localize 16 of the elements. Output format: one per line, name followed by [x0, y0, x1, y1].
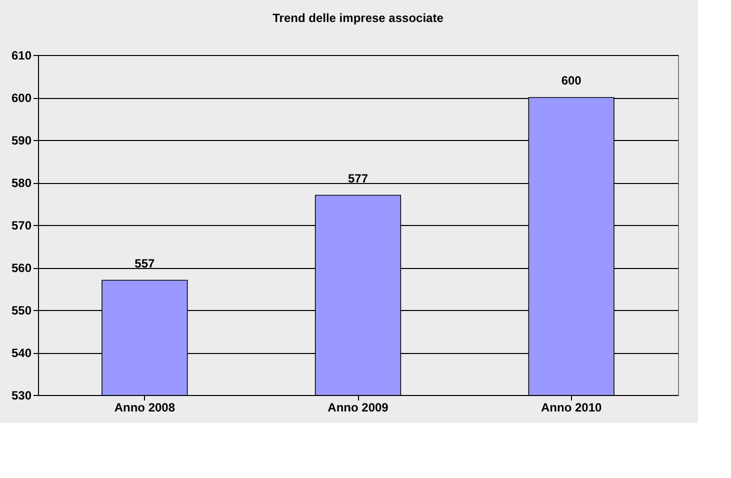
data-label: 557 [134, 256, 155, 270]
y-tick-label: 550 [11, 304, 32, 318]
y-tick-label: 590 [11, 134, 32, 148]
y-tick-label: 610 [11, 48, 32, 62]
y-tick-label: 560 [11, 261, 32, 275]
y-tick-label: 600 [11, 91, 32, 105]
x-tick-label: Anno 2008 [114, 400, 176, 414]
y-tick-label: 530 [11, 388, 32, 402]
y-tick-label: 580 [11, 176, 32, 190]
data-label: 577 [348, 171, 368, 186]
y-tick-label: 540 [11, 346, 32, 360]
x-tick-label: Anno 2010 [540, 400, 602, 414]
x-tick-label: Anno 2009 [328, 400, 389, 414]
chart-title: Trend delle imprese associate [272, 11, 444, 25]
y-tick-label: 570 [11, 218, 32, 232]
data-label: 600 [561, 74, 582, 88]
